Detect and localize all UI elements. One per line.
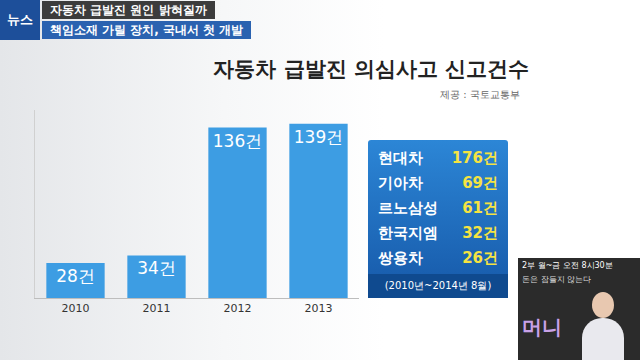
- svg-text:28건: 28건: [56, 266, 95, 286]
- html-text:돈은 잠들지 않는다: 돈은 잠들지 않는다: [522, 275, 592, 284]
- svg-text:2011: 2011: [143, 302, 171, 315]
- html-text:르노삼성: 르노삼성: [378, 199, 438, 217]
- html-text:자동차 급발진 원인 밝혀질까: 자동차 급발진 원인 밝혀질까: [50, 3, 207, 17]
- html-text:책임소재 가릴 장치, 국내서 첫 개발: 책임소재 가릴 장치, 국내서 첫 개발: [50, 23, 244, 37]
- html-text:32건: 32건: [462, 224, 498, 242]
- svg-text:136건: 136건: [213, 131, 262, 151]
- svg-text:2012: 2012: [224, 302, 252, 315]
- html-text:제공 : 국토교통부: 제공 : 국토교통부: [440, 89, 520, 100]
- html-text:2부 월~금 오전 8시30분: 2부 월~금 오전 8시30분: [522, 261, 613, 270]
- html-text:176건: 176건: [451, 149, 498, 167]
- html-text:한국지엠: 한국지엠: [378, 224, 438, 242]
- html-text:현대차: 현대차: [378, 149, 423, 167]
- html-text:61건: 61건: [462, 199, 498, 217]
- svg-text:2010: 2010: [62, 302, 90, 315]
- html-text:(2010년~2014년 8월): (2010년~2014년 8월): [384, 280, 492, 291]
- svg-text:34건: 34건: [137, 258, 176, 278]
- svg-text:139건: 139건: [294, 127, 343, 147]
- svg-text:자동차 급발진 의심사고 신고건수: 자동차 급발진 의심사고 신고건수: [213, 57, 529, 81]
- html-text:쌍용차: 쌍용차: [378, 249, 423, 267]
- html-text:69건: 69건: [462, 174, 498, 192]
- html-text:기아차: 기아차: [378, 174, 423, 192]
- html-text:26건: 26건: [462, 249, 498, 267]
- html-text:머니: 머니: [522, 315, 562, 339]
- html-text:뉴스: 뉴스: [7, 12, 33, 27]
- svg-text:2013: 2013: [305, 302, 333, 315]
